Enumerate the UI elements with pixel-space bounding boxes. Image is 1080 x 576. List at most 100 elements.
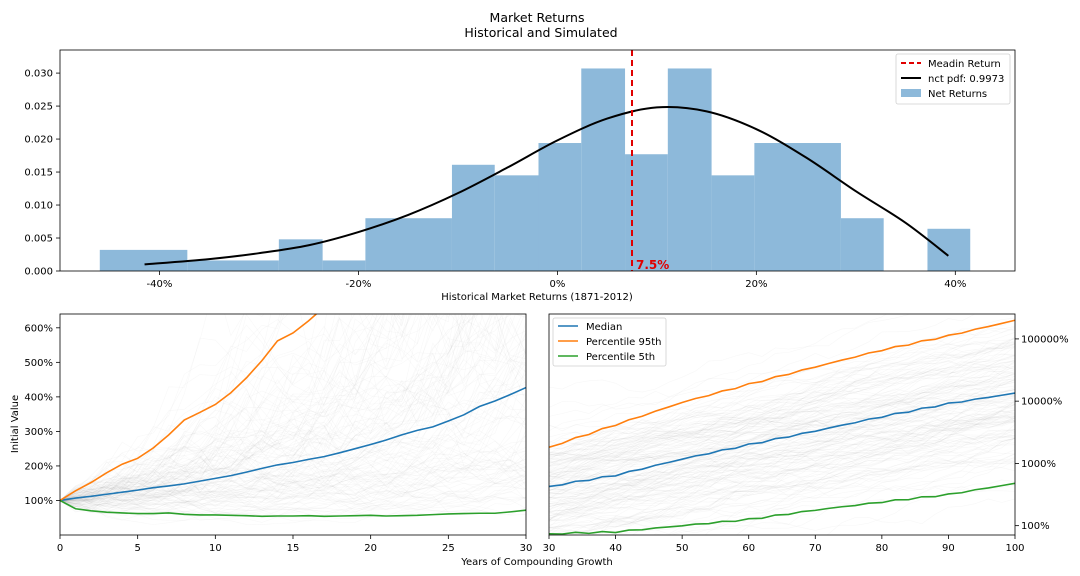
simulated-path xyxy=(549,339,1015,473)
histogram-bar xyxy=(99,249,188,271)
simulated-path xyxy=(704,459,1015,535)
simulated-path xyxy=(60,314,340,501)
simulated-path xyxy=(60,314,474,513)
simulated-path xyxy=(549,379,1015,501)
simulated-path xyxy=(60,314,467,501)
simulation-legend: Median Percentile 95th Percentile 5th xyxy=(552,317,667,367)
simulated-path xyxy=(549,338,1015,467)
legend-bars-label: Net Returns xyxy=(928,89,987,100)
simulated-path xyxy=(549,340,1015,486)
simulated-path xyxy=(60,321,526,501)
linear-x-tick-label: 5 xyxy=(134,543,140,554)
histogram-bar xyxy=(927,228,971,271)
simulated-path xyxy=(549,416,1015,508)
simulated-path xyxy=(549,412,1015,521)
legend-p5-label: Percentile 5th xyxy=(586,352,655,363)
simulated-path xyxy=(549,417,1015,521)
simulated-path xyxy=(60,472,526,521)
simulated-path xyxy=(60,330,526,501)
simulated-path xyxy=(60,491,526,526)
histogram-x-ticks: -40% -20% 0% 20% 40% xyxy=(147,271,966,290)
simulated-path xyxy=(549,314,912,393)
linear-x-tick-label: 25 xyxy=(442,543,455,554)
simulated-path xyxy=(60,474,526,511)
simulated-path xyxy=(549,378,1015,496)
simulated-path xyxy=(60,320,526,511)
simulated-path xyxy=(60,393,526,509)
simulated-path xyxy=(549,389,1015,464)
simulated-path xyxy=(549,429,1015,532)
simulated-path xyxy=(60,354,526,503)
linear-y-tick-label: 500% xyxy=(24,358,53,369)
simulated-path xyxy=(60,481,526,516)
simulated-path xyxy=(549,381,1015,486)
legend-pdf-label: nct pdf: 0.9973 xyxy=(928,74,1004,85)
simulated-path xyxy=(60,438,526,505)
histogram-x-tick-label: 40% xyxy=(944,279,966,290)
simulated-path xyxy=(549,453,1015,524)
simulated-path xyxy=(549,410,1015,491)
simulated-path xyxy=(60,464,526,501)
simulated-path xyxy=(549,424,1015,532)
simulated-path xyxy=(60,332,526,521)
linear-x-tick-label: 15 xyxy=(287,543,300,554)
simulated-path xyxy=(549,381,1015,457)
simulated-path xyxy=(549,395,1015,478)
simulated-path xyxy=(549,414,1015,529)
simulation-linear-panel: 100% 200% 300% 400% 500% 600% 0 5 10 15 20 25 30 In… xyxy=(10,313,532,554)
histogram-y-tick-label: 0.030 xyxy=(24,69,53,80)
simulated-path xyxy=(60,314,412,511)
simulated-path xyxy=(549,389,1015,469)
simulated-path xyxy=(60,458,526,516)
simulated-path xyxy=(549,400,1015,485)
simulated-path xyxy=(60,360,526,502)
simulated-path xyxy=(60,314,526,501)
log-y-tick-label: 100000% xyxy=(1021,334,1069,345)
simulated-path xyxy=(549,328,1015,467)
simulated-path xyxy=(549,416,1015,516)
simulated-path xyxy=(60,314,436,502)
simulated-path xyxy=(549,371,1015,455)
simulated-path xyxy=(60,359,526,503)
percentile-lines-log xyxy=(549,319,1015,535)
simulated-path xyxy=(549,326,1015,457)
simulated-path xyxy=(549,344,1015,461)
simulated-path xyxy=(549,449,1015,521)
simulated-path xyxy=(60,314,497,501)
simulated-path xyxy=(60,445,526,501)
histogram-x-tick-label: -20% xyxy=(346,279,372,290)
simulated-path xyxy=(549,416,1015,512)
line-median xyxy=(549,392,1015,488)
histogram-bar xyxy=(667,68,712,271)
simulated-path xyxy=(60,458,526,506)
histogram-bar xyxy=(538,143,582,271)
simulated-path xyxy=(60,373,526,501)
simulated-path xyxy=(60,314,479,501)
simulated-path xyxy=(60,429,526,514)
simulated-path xyxy=(549,399,1015,498)
simulated-path xyxy=(549,336,1015,491)
simulated-path xyxy=(60,314,405,502)
linear-axes-frame xyxy=(59,313,527,536)
histogram-bar xyxy=(840,218,884,271)
simulated-path xyxy=(60,385,526,501)
simulated-path xyxy=(549,418,1015,505)
simulated-path xyxy=(549,365,1015,444)
log-y-tick-label: 100% xyxy=(1021,521,1050,532)
simulated-path xyxy=(549,374,1015,457)
simulated-path xyxy=(60,327,526,517)
line-p5 xyxy=(60,499,526,518)
simulated-path xyxy=(60,314,474,506)
simulated-path xyxy=(549,342,1015,464)
simulated-path xyxy=(549,392,1015,486)
simulated-path xyxy=(549,340,1015,477)
linear-y-tick-label: 400% xyxy=(24,392,53,403)
simulated-path xyxy=(60,464,526,507)
simulated-path xyxy=(60,314,507,503)
simulation-log-panel: 100% 1000% 10000% 100000% 30 40 50 60 70 80 90 100… xyxy=(543,313,1069,554)
simulated-path xyxy=(549,341,1015,461)
simulated-path xyxy=(549,362,1015,481)
log-x-tick-label: 50 xyxy=(676,543,689,554)
simulated-path xyxy=(549,416,1015,500)
simulated-path xyxy=(60,314,526,501)
